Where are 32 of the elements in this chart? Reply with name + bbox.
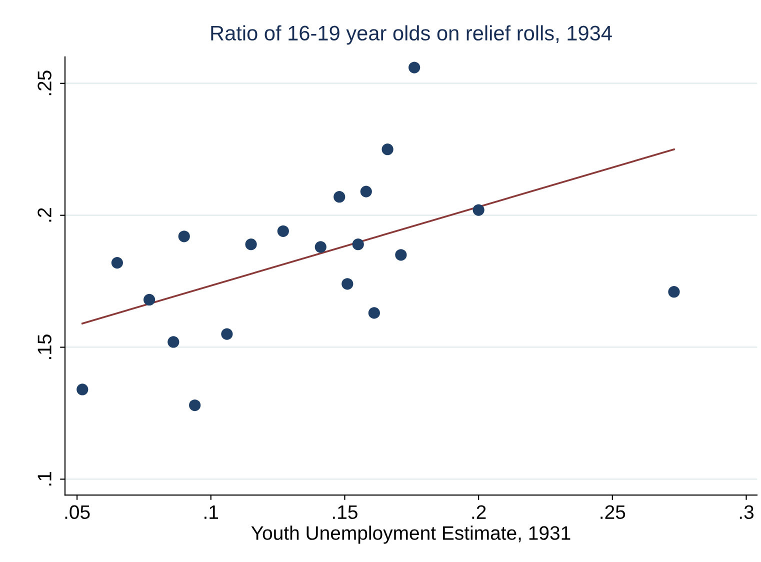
point xyxy=(189,399,201,412)
x-tick-label: .3 xyxy=(740,505,754,520)
x-tick-label: .2 xyxy=(472,505,486,519)
point xyxy=(245,238,257,250)
point xyxy=(382,144,394,156)
point xyxy=(352,238,364,250)
x-tick-label: .15 xyxy=(332,505,358,520)
point xyxy=(221,328,233,340)
point xyxy=(76,384,88,396)
point xyxy=(368,307,380,319)
point xyxy=(314,241,326,253)
point xyxy=(178,230,190,242)
chart-title: Ratio of 16-19 year olds on relief rolls, 1934 xyxy=(211,25,612,45)
y-tick-label: .25 xyxy=(38,70,52,96)
y-tick-label: .1 xyxy=(38,472,52,486)
point xyxy=(360,186,372,198)
point xyxy=(144,294,156,306)
point xyxy=(668,286,680,298)
point xyxy=(277,225,289,237)
x-axis-title: Youth Unemployment Estimate, 1931 xyxy=(251,526,570,544)
y-tick-label: .2 xyxy=(38,208,52,222)
point xyxy=(408,62,420,74)
x-tick-label: .25 xyxy=(600,505,626,520)
point xyxy=(395,249,407,261)
x-tick-label: .05 xyxy=(65,505,90,520)
point xyxy=(342,278,354,290)
y-tick-label: .15 xyxy=(38,334,52,359)
point xyxy=(168,336,180,348)
point xyxy=(111,256,123,269)
point xyxy=(334,191,346,203)
x-tick-label: .1 xyxy=(204,505,218,519)
point xyxy=(472,204,484,216)
